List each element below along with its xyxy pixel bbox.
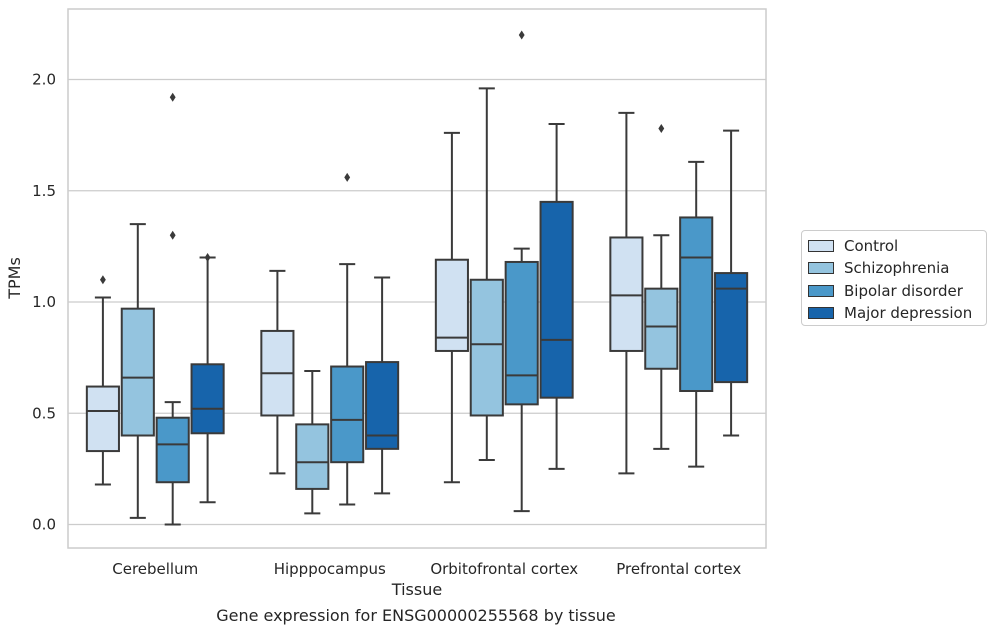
x-tick-label: Prefrontal cortex <box>616 560 741 578</box>
grid-lines <box>68 78 766 526</box>
box-iqr <box>714 272 749 384</box>
x-tick-label: Hipppocampus <box>274 560 386 578</box>
x-tick-label: Orbitofrontal cortex <box>430 560 578 578</box>
box-iqr <box>330 365 365 464</box>
legend-item-control: Control <box>808 237 898 255</box>
outlier-point <box>658 123 665 133</box>
legend-label-major-depression: Major depression <box>844 304 973 322</box>
box-orbitofrontal-cortex-schizophrenia <box>469 87 504 461</box>
outlier-point <box>169 230 176 240</box>
box-iqr <box>539 200 574 399</box>
legend-label-bipolar-disorder: Bipolar disorder <box>844 282 963 300</box>
legend-label-schizophrenia: Schizophrenia <box>844 259 950 277</box>
outlier-point <box>344 172 351 182</box>
box-iqr <box>85 385 120 453</box>
legend: Control Schizophrenia Bipolar disorder M… <box>801 230 987 326</box>
box-iqr <box>190 363 225 435</box>
y-tick-labels: 0.0 0.5 1.0 1.5 2.0 <box>32 71 56 534</box>
y-tick-label: 0.5 <box>32 404 56 422</box>
box-iqr <box>155 416 190 484</box>
box-cerebellum-bipolar-disorder <box>155 92 190 526</box>
x-tick-labels: Cerebellum Hipppocampus Orbitofrontal cort… <box>112 560 741 578</box>
box-iqr <box>679 216 714 392</box>
box-orbitofrontal-cortex-major-depression <box>539 123 574 470</box>
outlier-point <box>518 30 525 40</box>
legend-item-schizophrenia: Schizophrenia <box>808 259 949 277</box>
y-tick-label: 2.0 <box>32 71 56 89</box>
box-series <box>85 30 749 526</box>
y-axis-label: TPMs <box>5 257 24 300</box>
box-cerebellum-control <box>85 275 120 486</box>
legend-swatch-control <box>808 240 834 252</box>
box-prefrontal-cortex-schizophrenia <box>644 123 679 450</box>
legend-swatch-schizophrenia <box>808 262 834 274</box>
figure-caption: Gene expression for ENSG00000255568 by t… <box>216 606 616 625</box>
box-iqr <box>644 287 679 370</box>
legend-swatch-major-depression <box>808 307 834 319</box>
box-orbitofrontal-cortex-control <box>434 131 469 484</box>
outlier-point <box>204 253 211 262</box>
outlier-point <box>99 275 106 285</box>
box-hipppocampus-major-depression <box>365 276 400 495</box>
legend-label-control: Control <box>844 237 899 255</box>
y-tick-label: 0.0 <box>32 516 56 534</box>
outlier-point <box>169 92 176 102</box>
box-iqr <box>469 278 504 417</box>
box-prefrontal-cortex-major-depression <box>714 129 749 437</box>
box-hipppocampus-bipolar-disorder <box>330 172 365 506</box>
x-tick-label: Cerebellum <box>112 560 198 578</box>
x-axis-label: Tissue <box>391 580 442 599</box>
plot-frame <box>67 8 767 549</box>
box-orbitofrontal-cortex-bipolar-disorder <box>504 30 539 513</box>
box-iqr <box>120 307 155 437</box>
box-prefrontal-cortex-bipolar-disorder <box>679 160 714 468</box>
box-iqr <box>504 260 539 406</box>
box-prefrontal-cortex-control <box>609 111 644 475</box>
box-hipppocampus-schizophrenia <box>295 369 330 515</box>
box-iqr <box>609 236 644 352</box>
y-tick-label: 1.5 <box>32 182 56 200</box>
box-hipppocampus-control <box>260 269 295 475</box>
box-cerebellum-major-depression <box>190 253 225 504</box>
box-iqr <box>365 361 400 450</box>
box-cerebellum-schizophrenia <box>120 223 155 519</box>
legend-item-bipolar-disorder: Bipolar disorder <box>808 282 963 300</box>
box-iqr <box>434 258 469 352</box>
legend-item-major-depression: Major depression <box>808 304 972 322</box>
box-iqr <box>295 423 330 490</box>
legend-swatch-bipolar-disorder <box>808 285 834 297</box>
y-tick-label: 1.0 <box>32 293 56 311</box>
